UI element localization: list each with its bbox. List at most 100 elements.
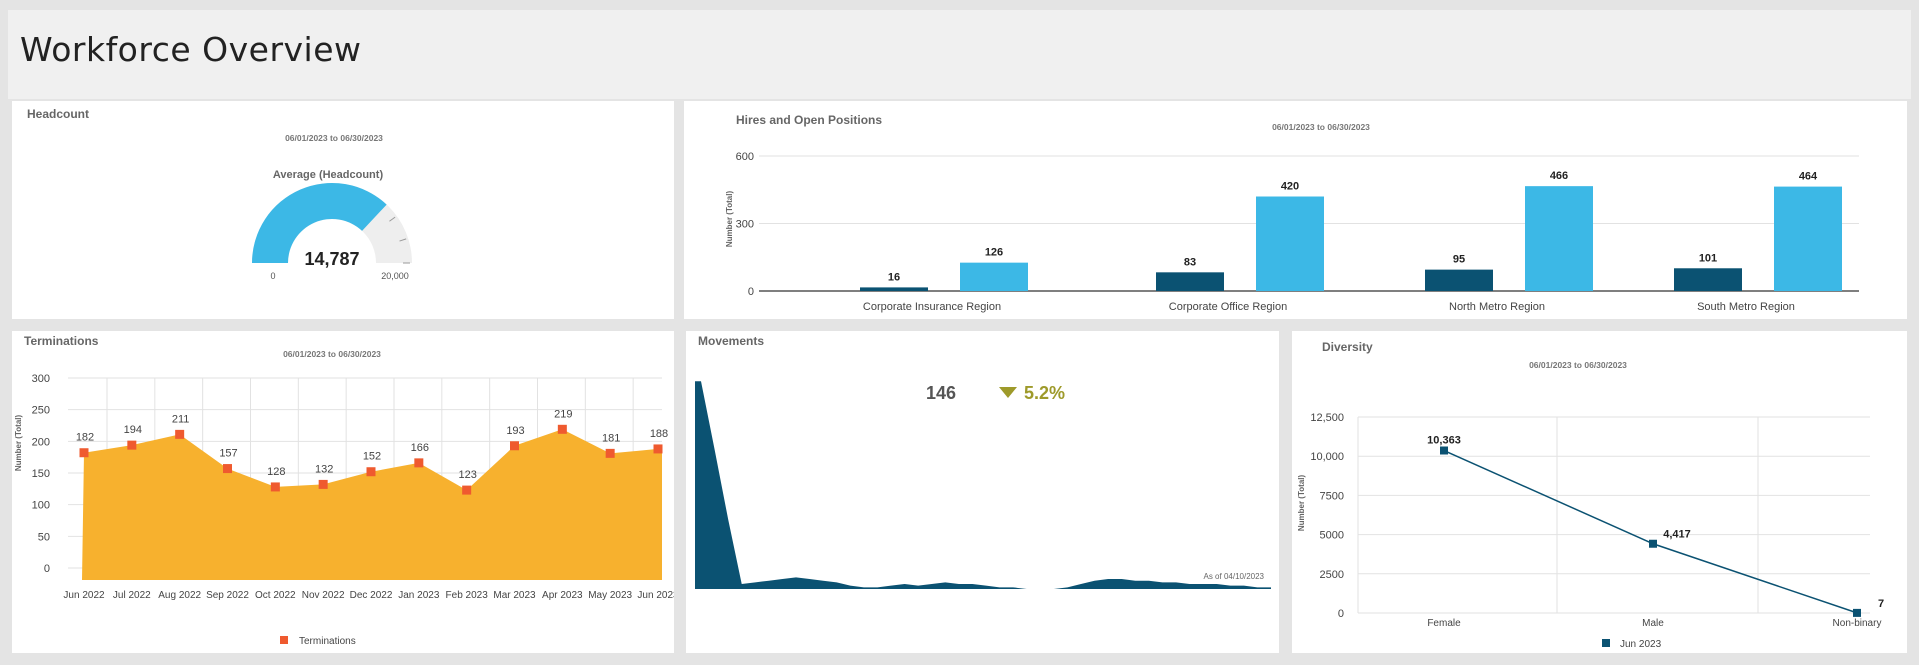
terminations-marker [366, 467, 376, 477]
hires-bar [1774, 186, 1842, 291]
terminations-marker [605, 448, 615, 458]
gauge-tick [399, 238, 407, 242]
hires-data-label: 466 [1550, 170, 1568, 182]
hires-bar [1156, 272, 1224, 291]
diversity-ytick-label: 2500 [1320, 569, 1344, 581]
movements-title: Movements [698, 334, 765, 348]
terminations-xtick-label: Aug 2022 [158, 590, 201, 601]
terminations-data-label: 132 [315, 463, 333, 475]
headcount-gauge-label: Average (Headcount) [273, 169, 384, 181]
movements-change: 5.2% [1024, 383, 1065, 403]
terminations-ytick-label: 300 [32, 373, 50, 385]
diversity-ytick-label: 7500 [1320, 490, 1344, 502]
terminations-title: Terminations [24, 334, 99, 348]
terminations-ytick-label: 250 [32, 405, 50, 417]
terminations-xtick-label: Jul 2022 [113, 590, 151, 601]
terminations-marker [127, 440, 137, 450]
movements-chart: 146 5.2% As of 04/10/2023 [695, 381, 1271, 589]
terminations-data-label: 166 [411, 442, 429, 454]
terminations-xtick-label: Dec 2022 [350, 590, 393, 601]
terminations-xtick-label: Apr 2023 [542, 590, 583, 601]
hires-bar [960, 262, 1028, 291]
terminations-marker [557, 424, 567, 434]
hires-bar [1674, 268, 1742, 291]
terminations-legend-marker [280, 636, 288, 644]
terminations-marker [510, 441, 519, 451]
movements-panel: Movements 146 5.2% As of 04/10/2023 [686, 331, 1279, 653]
hires-category-label: Corporate Insurance Region [863, 301, 1001, 313]
hires-title: Hires and Open Positions [736, 113, 883, 127]
diversity-legend-label[interactable]: Jun 2023 [1620, 639, 1662, 650]
diversity-xtick-label: Female [1427, 618, 1461, 629]
gauge-min-label: 0 [270, 271, 275, 281]
diversity-marker [1649, 539, 1657, 548]
hires-data-label: 420 [1281, 181, 1299, 193]
terminations-ytick-label: 200 [32, 436, 50, 448]
headcount-gauge: 06/01/2023 to 06/30/2023 Average (Headco… [252, 133, 412, 281]
terminations-data-label: 211 [172, 413, 190, 425]
diversity-title: Diversity [1322, 340, 1373, 354]
terminations-marker [462, 485, 472, 495]
diversity-ytick-label: 10,000 [1310, 451, 1344, 463]
terminations-marker [223, 464, 232, 474]
terminations-xtick-label: Jan 2023 [398, 590, 440, 601]
terminations-ytick-label: 0 [44, 563, 50, 575]
gauge-fill [252, 182, 387, 263]
terminations-marker [175, 429, 185, 439]
terminations-marker [414, 458, 424, 468]
terminations-xtick-label: Oct 2022 [255, 590, 296, 601]
terminations-data-label: 188 [650, 428, 668, 440]
diversity-xtick-label: Non-binary [1833, 618, 1882, 629]
hires-ytick-label: 300 [736, 219, 754, 231]
hires-category-label: South Metro Region [1697, 301, 1795, 313]
page-title: Workforce Overview [20, 30, 362, 69]
movements-area [695, 381, 1271, 589]
hires-data-label: 126 [985, 247, 1003, 259]
terminations-xtick-label: Sep 2022 [206, 590, 249, 601]
diversity-ytick-label: 12,500 [1310, 412, 1344, 424]
terminations-data-label: 157 [219, 448, 237, 460]
terminations-ytick-label: 150 [32, 468, 50, 480]
terminations-xtick-label: Jun 2022 [63, 590, 105, 601]
movements-value: 146 [926, 383, 956, 403]
hires-ytick-label: 600 [736, 151, 754, 163]
page-header: Workforce Overview [8, 10, 1911, 99]
diversity-marker [1853, 608, 1861, 617]
hires-data-label: 101 [1699, 252, 1717, 264]
hires-bar [1256, 196, 1324, 291]
terminations-data-label: 128 [267, 466, 285, 478]
hires-bar [1425, 269, 1493, 291]
hires-data-label: 83 [1184, 256, 1196, 268]
down-arrow-icon [999, 387, 1017, 398]
terminations-marker [653, 444, 663, 454]
diversity-ylabel: Number (Total) [1297, 475, 1306, 532]
terminations-xtick-label: Jun 2023 [637, 590, 674, 601]
gauge-max-label: 20,000 [381, 271, 409, 281]
terminations-data-label: 182 [76, 432, 94, 444]
terminations-data-label: 181 [602, 432, 620, 444]
terminations-ylabel: Number (Total) [14, 415, 23, 472]
headcount-date-range: 06/01/2023 to 06/30/2023 [285, 133, 383, 143]
headcount-title: Headcount [27, 107, 90, 121]
hires-bar [1525, 186, 1593, 291]
terminations-marker [270, 482, 280, 492]
hires-data-label: 464 [1799, 171, 1818, 183]
diversity-panel: Diversity 06/01/2023 to 06/30/2023 Numbe… [1292, 331, 1907, 653]
hires-category-label: Corporate Office Region [1169, 301, 1287, 313]
terminations-ytick-label: 100 [32, 500, 50, 512]
movements-as-of: As of 04/10/2023 [1204, 572, 1265, 581]
diversity-line [1443, 449, 1858, 614]
hires-panel: Hires and Open Positions 06/01/2023 to 0… [684, 101, 1907, 319]
terminations-ytick-label: 50 [38, 531, 50, 543]
hires-category-label: North Metro Region [1449, 301, 1545, 313]
gauge-tick [389, 216, 396, 222]
hires-ytick-label: 0 [748, 286, 754, 298]
hires-data-label: 16 [888, 271, 900, 283]
diversity-legend-marker [1602, 639, 1610, 647]
terminations-legend-label[interactable]: Terminations [299, 636, 356, 647]
terminations-data-label: 219 [554, 408, 572, 420]
gauge-ticks [389, 216, 410, 264]
headcount-value: 14,787 [304, 249, 359, 269]
terminations-date-range: 06/01/2023 to 06/30/2023 [283, 349, 381, 359]
headcount-panel: Headcount 06/01/2023 to 06/30/2023 Avera… [12, 101, 674, 319]
